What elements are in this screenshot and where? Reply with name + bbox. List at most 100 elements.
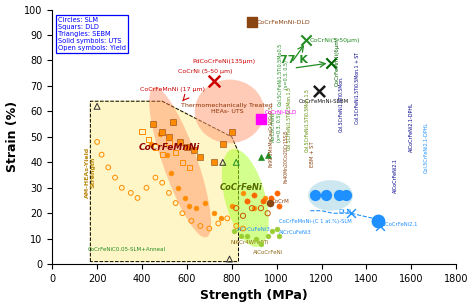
Point [250,193,258,198]
Text: AlCrCuFeNi3: AlCrCuFeNi3 [237,227,271,232]
Point [165,140,173,144]
Point [192,206,200,211]
Text: AlCoCrFeNi2.1-DPHL: AlCoCrFeNi2.1-DPHL [409,102,414,152]
Point [257,241,264,246]
Point [98,152,105,157]
Point [248,206,256,211]
Text: Col.5CrFeNi1.5Ti0.5Mon.1.5: Col.5CrFeNi1.5Ti0.5Mon.1.5 [304,88,310,152]
Point [257,155,264,160]
Polygon shape [91,101,238,261]
Text: CoCrFeMnNi-SEBM: CoCrFeMnNi-SEBM [299,99,349,104]
Text: Col.5CrFeNi2.1-DPHL: Col.5CrFeNi2.1-DPHL [423,121,428,172]
Text: Ni6Cr4WFe9Ti: Ni6Cr4WFe9Ti [230,240,269,245]
Point [244,198,251,203]
Point [232,206,240,211]
Text: EBM + ST: EBM + ST [310,142,315,168]
Point [210,211,218,216]
Text: AlCoCrFeNi2.1: AlCoCrFeNi2.1 [381,222,419,227]
Point [219,160,227,165]
Text: Col.5CrFeNi1.5Ti0.5Mo0.5
(s=0.3, 0.5): Col.5CrFeNi1.5Ti0.5Mo0.5 (s=0.3, 0.5) [278,43,289,106]
Point [336,193,343,198]
Text: Circles: SLM
Squars: DLD
Triangles: SEBM
Solid symbols: UTS
Open symbols: Yield: Circles: SLM Squars: DLD Triangles: SEBM… [58,17,126,51]
Point [145,137,153,142]
Text: 77 K: 77 K [280,55,308,65]
Point [206,226,213,231]
Point [134,196,141,201]
Point [264,234,272,239]
Point [197,224,204,229]
Text: CoCrFeMnNi: CoCrFeMnNi [138,143,200,152]
Point [376,224,383,229]
Point [174,185,182,190]
Point [158,180,166,185]
Text: CoCrFeMnNi (17 μm): CoCrFeMnNi (17 μm) [140,87,205,92]
Text: CoCrFeNi: CoCrFeNi [219,183,262,192]
Point [257,116,264,121]
Text: CoCrNi-DLD: CoCrNi-DLD [264,110,297,115]
Point [257,206,264,211]
Y-axis label: Strain (%): Strain (%) [6,101,18,172]
Point [232,224,240,229]
Text: AlCrCuFeNi3: AlCrCuFeNi3 [279,229,311,235]
Point [149,122,157,127]
Point [322,193,330,198]
Point [201,201,209,205]
Point [210,160,218,165]
Text: CoCrM: CoCrM [272,199,290,204]
Point [244,198,251,203]
Point [188,218,195,223]
Point [163,152,171,157]
Point [176,140,184,144]
Point [215,221,222,226]
Point [167,170,175,175]
Point [264,152,272,157]
Point [239,226,247,231]
Point [228,203,236,208]
Point [244,234,251,239]
Text: AlCoCrFeNi: AlCoCrFeNi [253,250,283,255]
Point [275,234,283,239]
Text: CoCrNi(5-50μm): CoCrNi(5-50μm) [310,38,360,43]
Text: Thermomechanically Treated
HEAs- UTS: Thermomechanically Treated HEAs- UTS [182,103,273,114]
Point [185,203,193,208]
Ellipse shape [308,180,353,211]
Point [158,152,166,157]
Text: Fe40Mn20Co20Cr15Si5: Fe40Mn20Co20Cr15Si5 [283,129,288,183]
Point [230,229,238,233]
Point [374,218,382,223]
Text: CoCrFeNiC0.05-SLM+Anneal: CoCrFeNiC0.05-SLM+Anneal [88,247,166,253]
Point [185,165,193,170]
Point [147,142,155,147]
Point [267,196,275,201]
Point [152,175,159,180]
Text: AlxCoCrFeNi
(x=0.3, 0.5): AlxCoCrFeNi (x=0.3, 0.5) [271,112,282,142]
Ellipse shape [222,149,269,247]
Point [302,38,310,43]
Point [179,211,186,216]
Point [93,140,101,144]
Ellipse shape [195,79,264,143]
Point [273,190,281,195]
Point [105,165,112,170]
Point [158,129,166,134]
Text: CoCrFeMnNi(6μm): CoCrFeMnNi(6μm) [335,36,340,86]
Point [190,147,197,152]
Point [248,20,256,25]
Point [275,203,283,208]
Text: Fe99.5MnMnCoaCr10Cu0.5: Fe99.5MnMnCoaCr10Cu0.5 [269,105,273,168]
Point [253,236,260,241]
Point [347,211,355,216]
Text: Col.5CrFeNi1.5Ti0.5Mon.1.5: Col.5CrFeNi1.5Ti0.5Mon.1.5 [286,86,292,150]
Point [111,175,119,180]
Point [118,185,126,190]
Point [239,190,247,195]
X-axis label: Strength (MPa): Strength (MPa) [201,290,308,302]
Point [342,193,350,198]
Point [273,226,281,231]
Point [138,129,146,134]
Point [217,216,224,221]
Point [268,229,276,233]
Point [237,234,245,239]
Text: CoCrFeMnNi-DLD: CoCrFeMnNi-DLD [256,20,310,25]
Text: Col.5CrFeNi1.5Ti0.5Mon.1 + ST: Col.5CrFeNi1.5Ti0.5Mon.1 + ST [355,52,360,124]
